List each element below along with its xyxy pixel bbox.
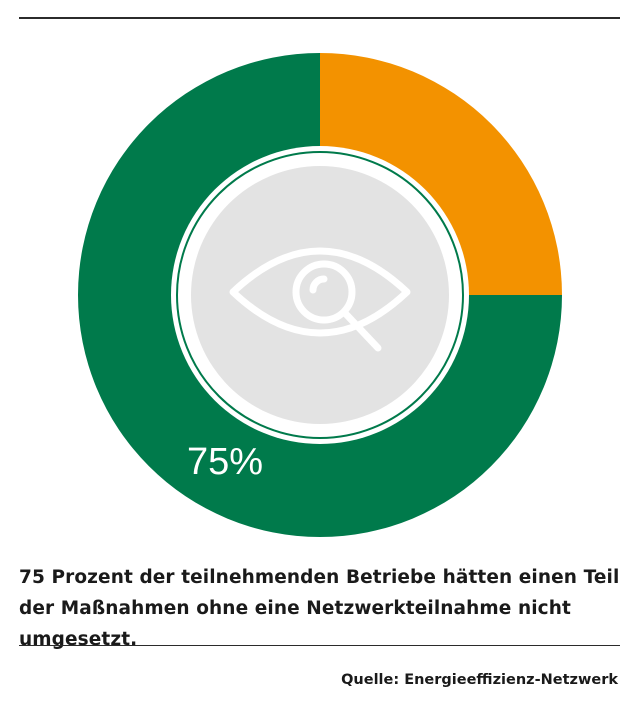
inner-ring-line (176, 151, 464, 439)
bottom-rule (19, 645, 620, 646)
slice-label-75: 75% (187, 441, 263, 483)
caption-text: 75 Prozent der teilnehmenden Betriebe hä… (19, 567, 620, 650)
eye-magnifier-icon (229, 247, 411, 352)
center-disc (191, 166, 449, 424)
donut-chart: 75% (78, 53, 562, 537)
source-text: Quelle: Energieeffizienz-Netzwerk (341, 672, 618, 688)
top-rule (19, 17, 620, 19)
